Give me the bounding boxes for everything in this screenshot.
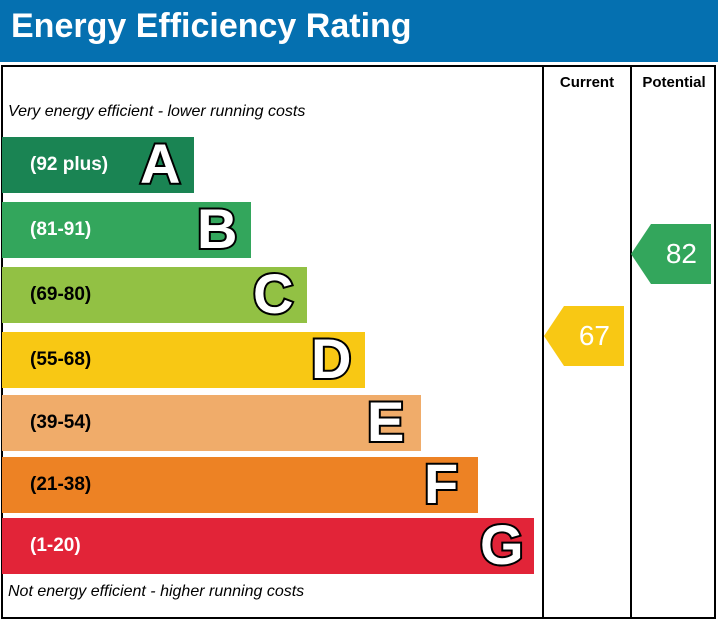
svg-text:E: E <box>367 395 404 451</box>
svg-text:G: G <box>480 518 524 574</box>
svg-text:A: A <box>140 137 180 193</box>
svg-text:C: C <box>253 267 293 323</box>
svg-text:D: D <box>311 332 351 388</box>
svg-text:F: F <box>424 457 458 513</box>
svg-text:B: B <box>197 202 237 258</box>
